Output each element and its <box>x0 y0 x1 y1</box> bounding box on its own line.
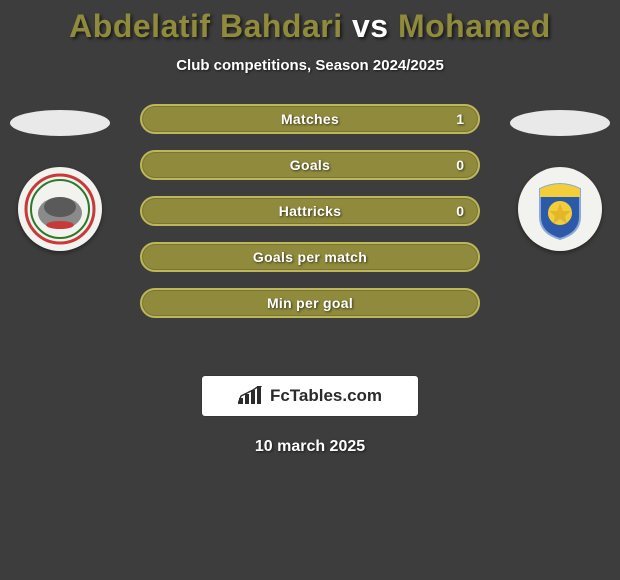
stats-area: Matches 1 Goals 0 Hattricks 0 Goals per … <box>0 104 620 364</box>
flag-ellipse-right <box>510 110 610 136</box>
stat-label: Matches <box>281 111 339 127</box>
club-badge-left <box>18 167 102 251</box>
stat-label: Min per goal <box>267 295 353 311</box>
stat-row-goals-per-match: Goals per match <box>140 242 480 272</box>
stat-right: 0 <box>456 203 464 219</box>
stat-label: Goals per match <box>253 249 367 265</box>
stat-row-min-per-goal: Min per goal <box>140 288 480 318</box>
club-crest-left-icon <box>18 167 102 251</box>
flag-ellipse-left <box>10 110 110 136</box>
club-crest-right-icon <box>518 167 602 251</box>
subtitle: Club competitions, Season 2024/2025 <box>0 57 620 74</box>
bar-chart-icon <box>238 386 266 406</box>
date-line: 10 march 2025 <box>0 438 620 456</box>
brand-text: FcTables.com <box>270 386 382 406</box>
title-player-b: Mohamed <box>398 8 551 44</box>
pill-stack: Matches 1 Goals 0 Hattricks 0 Goals per … <box>140 104 480 318</box>
stat-row-matches: Matches 1 <box>140 104 480 134</box>
brand-box: FcTables.com <box>202 376 418 416</box>
club-badge-right <box>518 167 602 251</box>
stat-right: 1 <box>456 111 464 127</box>
title-player-a: Abdelatif Bahdari <box>69 8 342 44</box>
stat-label: Hattricks <box>279 203 342 219</box>
stat-label: Goals <box>290 157 330 173</box>
stat-right: 0 <box>456 157 464 173</box>
stat-row-hattricks: Hattricks 0 <box>140 196 480 226</box>
title-vs: vs <box>343 8 398 44</box>
page-title: Abdelatif Bahdari vs Mohamed <box>0 0 620 45</box>
stat-row-goals: Goals 0 <box>140 150 480 180</box>
